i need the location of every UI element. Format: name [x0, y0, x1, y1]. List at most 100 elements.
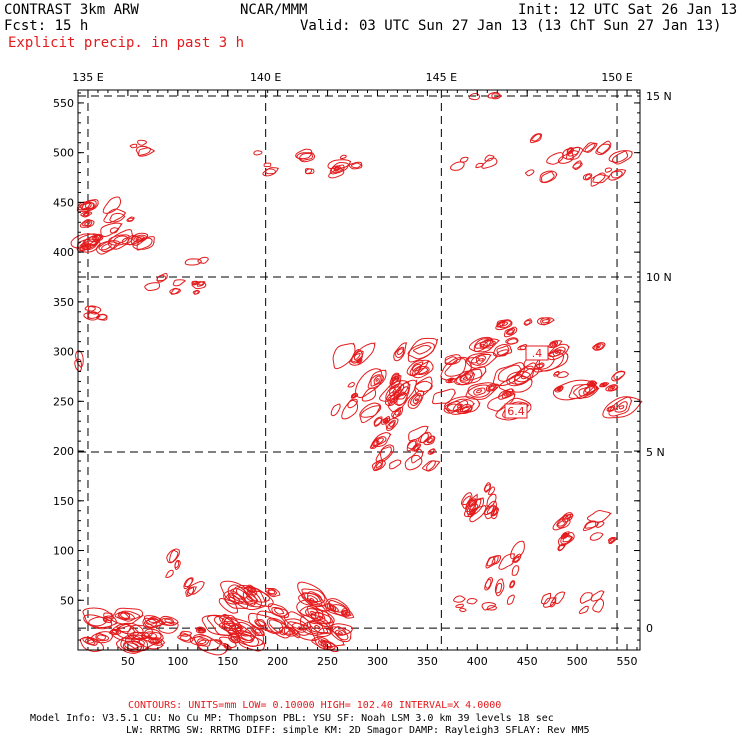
precip-contour: [87, 305, 102, 315]
precip-contour: [539, 170, 558, 184]
precip-contour: [156, 274, 167, 282]
precip-contour: [310, 612, 334, 625]
precip-contour: [546, 152, 564, 165]
precip-contour: [227, 584, 254, 603]
precip-contour: [340, 608, 355, 619]
precip-contour: [296, 599, 333, 625]
precip-contour: [549, 340, 558, 348]
valid-time: Valid: 03 UTC Sun 27 Jan 13 (13 ChT Sun …: [300, 18, 722, 34]
precip-contour: [560, 534, 574, 545]
precip-contour: [114, 612, 131, 621]
lon-label: 135 E: [72, 71, 103, 84]
x-tick-label: 100: [167, 655, 188, 668]
precip-contour: [459, 607, 467, 613]
precip-contour: [432, 388, 457, 405]
precip-contour: [371, 439, 379, 449]
precip-contour: [470, 353, 492, 366]
precip-contour: [506, 329, 514, 334]
precip-contour: [592, 342, 606, 351]
precip-contour: [557, 152, 575, 164]
precip-contour: [327, 159, 352, 170]
precip-contour: [535, 363, 544, 369]
precip-contour: [444, 356, 458, 364]
precip-contour: [273, 607, 285, 615]
precip-contour: [131, 638, 145, 648]
precip-contour: [262, 167, 279, 177]
precip-contour: [268, 589, 276, 595]
precip-contour: [326, 603, 337, 612]
precip-contour: [557, 387, 561, 391]
precip-contour: [553, 371, 560, 376]
lat-label: 5 N: [646, 446, 665, 459]
precip-contour: [193, 634, 228, 656]
precip-contour: [469, 509, 476, 516]
precip-contour: [197, 626, 205, 632]
lon-label: 150 E: [601, 71, 632, 84]
high-labels: 6.4 .4: [504, 345, 549, 419]
precip-contour: [197, 629, 206, 634]
precip-contour: [81, 220, 93, 227]
precip-contour: [459, 374, 472, 382]
precip-contour: [492, 343, 513, 357]
precip-contour: [135, 236, 146, 242]
precip-contour: [387, 391, 400, 405]
precip-contour: [551, 341, 559, 346]
precip-contour: [166, 548, 180, 564]
precip-contour: [566, 147, 574, 155]
precip-contour: [563, 533, 568, 538]
precip-contour: [318, 640, 327, 648]
precip-contour: [505, 392, 509, 396]
precip-contour: [373, 417, 382, 426]
lon-label: 145 E: [426, 71, 457, 84]
precip-contour: [191, 281, 207, 290]
precip-contour: [495, 582, 503, 594]
precip-contour: [252, 627, 265, 636]
precip-contour: [587, 380, 597, 386]
precip-contour: [483, 500, 497, 520]
precip-contour: [384, 419, 388, 422]
precip-contour: [83, 614, 113, 630]
precip-contour: [334, 629, 346, 636]
precip-contour: [111, 607, 144, 625]
precip-contour: [601, 383, 606, 387]
precip-contour: [304, 168, 315, 175]
y-tick-label: 350: [53, 296, 74, 309]
precip-contour: [406, 359, 430, 377]
precip-contour: [240, 633, 253, 642]
precip-contour: [476, 389, 483, 394]
precip-contour: [586, 509, 612, 523]
precip-contour: [103, 612, 114, 619]
precip-contour: [224, 592, 246, 605]
precip-contour: [246, 590, 270, 603]
precip-contour: [584, 386, 598, 393]
precip-contour: [197, 638, 207, 645]
precip-contour: [589, 532, 604, 541]
precip-contour: [172, 279, 186, 287]
precip-contour: [608, 396, 633, 417]
precip-contour: [552, 379, 598, 401]
precip-contour: [595, 140, 612, 156]
precip-contour: [604, 167, 613, 173]
precip-contour: [111, 629, 118, 634]
precip-contour: [470, 510, 475, 515]
precip-contour: [164, 618, 174, 625]
precip-contour: [165, 569, 174, 578]
precip-contour: [497, 364, 522, 382]
precip-contour: [614, 401, 628, 413]
precip-contour: [502, 388, 514, 399]
x-tick-label: 50: [121, 655, 135, 668]
precip-contour: [133, 234, 148, 243]
precip-contour: [129, 631, 151, 641]
precip-contour: [193, 290, 199, 295]
precip-contour: [427, 437, 433, 443]
precip-contour: [610, 170, 623, 179]
precip-contour: [84, 305, 96, 312]
precip-contour: [606, 405, 616, 412]
precip-contour: [127, 217, 134, 222]
precip-contour: [506, 338, 518, 345]
precip-contour: [583, 383, 598, 396]
precip-contour: [74, 358, 83, 373]
precip-contour: [137, 147, 152, 156]
precip-contour: [466, 598, 478, 605]
